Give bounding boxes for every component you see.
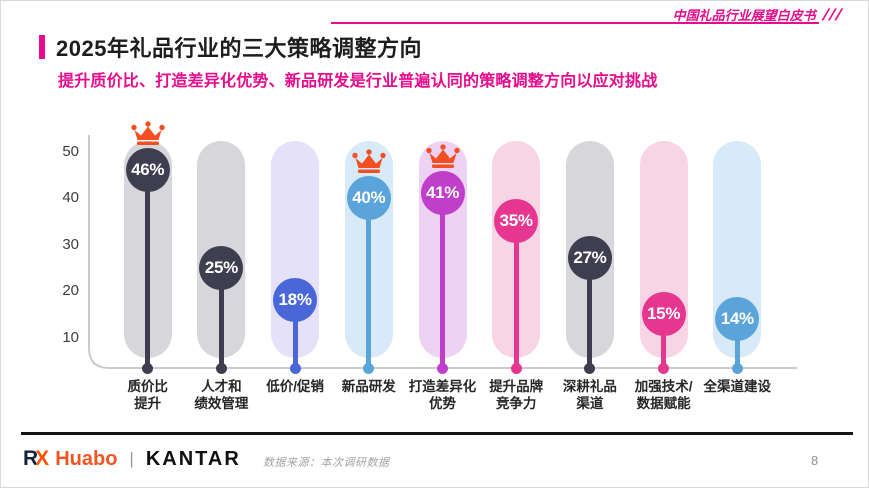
rx-logo-r: R (23, 447, 38, 470)
y-tick-label: 50 (62, 142, 79, 160)
y-tick-label: 40 (62, 189, 79, 206)
lollipop-stem (440, 193, 445, 368)
category-label: 全渠道建设 (703, 379, 772, 394)
value-bubble: 25% (199, 245, 244, 290)
kantar-logo: KANTAR (145, 447, 241, 470)
rx-logo-x: X (35, 447, 49, 470)
watermark-text: 中国礼品行业展望白皮书 (672, 8, 816, 23)
y-tick-label: 10 (62, 328, 79, 346)
lollipop-stem (587, 258, 593, 368)
baseline-dot (658, 362, 670, 374)
lollipop-stem (366, 198, 372, 368)
lollipop-chart: 10 20 30 40 50 46% 质价比 提升 25% 人才和 绩效管理 18% 低价/促销 40% 新… (1, 101, 868, 441)
lollipop-stem (218, 267, 224, 368)
logo-separator: | (129, 449, 134, 468)
page-number: 8 (811, 453, 819, 468)
baseline-dot (437, 362, 448, 374)
category-label: 低价/促销 (266, 379, 324, 394)
lollipop-stem (661, 314, 667, 368)
category-label: 提升品牌 竞争力 (489, 379, 544, 411)
baseline-dot (289, 362, 301, 374)
y-tick-label: 20 (62, 282, 79, 299)
watermark: 中国礼品行业展望白皮书 /// (672, 5, 844, 25)
category-label: 新品研发 (341, 379, 396, 394)
value-bubble: 41% (420, 171, 465, 216)
category-label: 加强技术/数据赋能 (634, 379, 693, 411)
value-bubble: 15% (641, 292, 686, 337)
category-label: 深耕礼品 渠道 (562, 379, 617, 411)
crown-icon (425, 144, 461, 169)
data-source-note: 数据来源：本次调研数据 (263, 457, 390, 469)
lollipop-stem (513, 221, 519, 368)
title-accent-bar (39, 35, 45, 59)
baseline-dot (215, 362, 227, 374)
value-bubble: 14% (715, 296, 760, 341)
value-bubble: 46% (125, 148, 170, 193)
category-label: 人才和 绩效管理 (194, 379, 249, 411)
footer-rule (21, 432, 853, 435)
category-label: 打造差异化 优势 (408, 379, 477, 411)
value-bubble: 27% (567, 236, 612, 281)
value-bubble: 18% (273, 278, 318, 323)
huabo-logo: Huabo (55, 447, 118, 470)
baseline-dot (584, 362, 596, 374)
category-label: 质价比 提升 (127, 379, 168, 411)
lollipop-stem (145, 170, 151, 368)
lollipop-stem (292, 300, 298, 368)
lollipop-stem (734, 318, 740, 368)
baseline-dot (363, 362, 375, 374)
value-bubble: 35% (494, 199, 539, 244)
title-row: 2025年礼品行业的三大策略调整方向 (39, 31, 422, 63)
y-tick-label: 30 (62, 235, 79, 253)
footer-logos: RX Huabo | KANTAR (23, 447, 241, 471)
crown-icon (351, 149, 387, 174)
value-bubble: 40% (346, 176, 391, 220)
slashes-icon: /// (820, 7, 844, 24)
baseline-dot (510, 362, 522, 374)
rx-logo: RX (23, 447, 49, 471)
header-rule (331, 22, 819, 24)
subtitle: 提升质价比、打造差异化优势、新品研发是行业普遍认同的策略调整方向以应对挑战 (58, 73, 658, 90)
baseline-dot (731, 362, 743, 374)
crown-icon (130, 121, 166, 146)
page-title: 2025年礼品行业的三大策略调整方向 (56, 36, 422, 61)
axis-line (88, 135, 797, 369)
baseline-dot (142, 362, 154, 374)
